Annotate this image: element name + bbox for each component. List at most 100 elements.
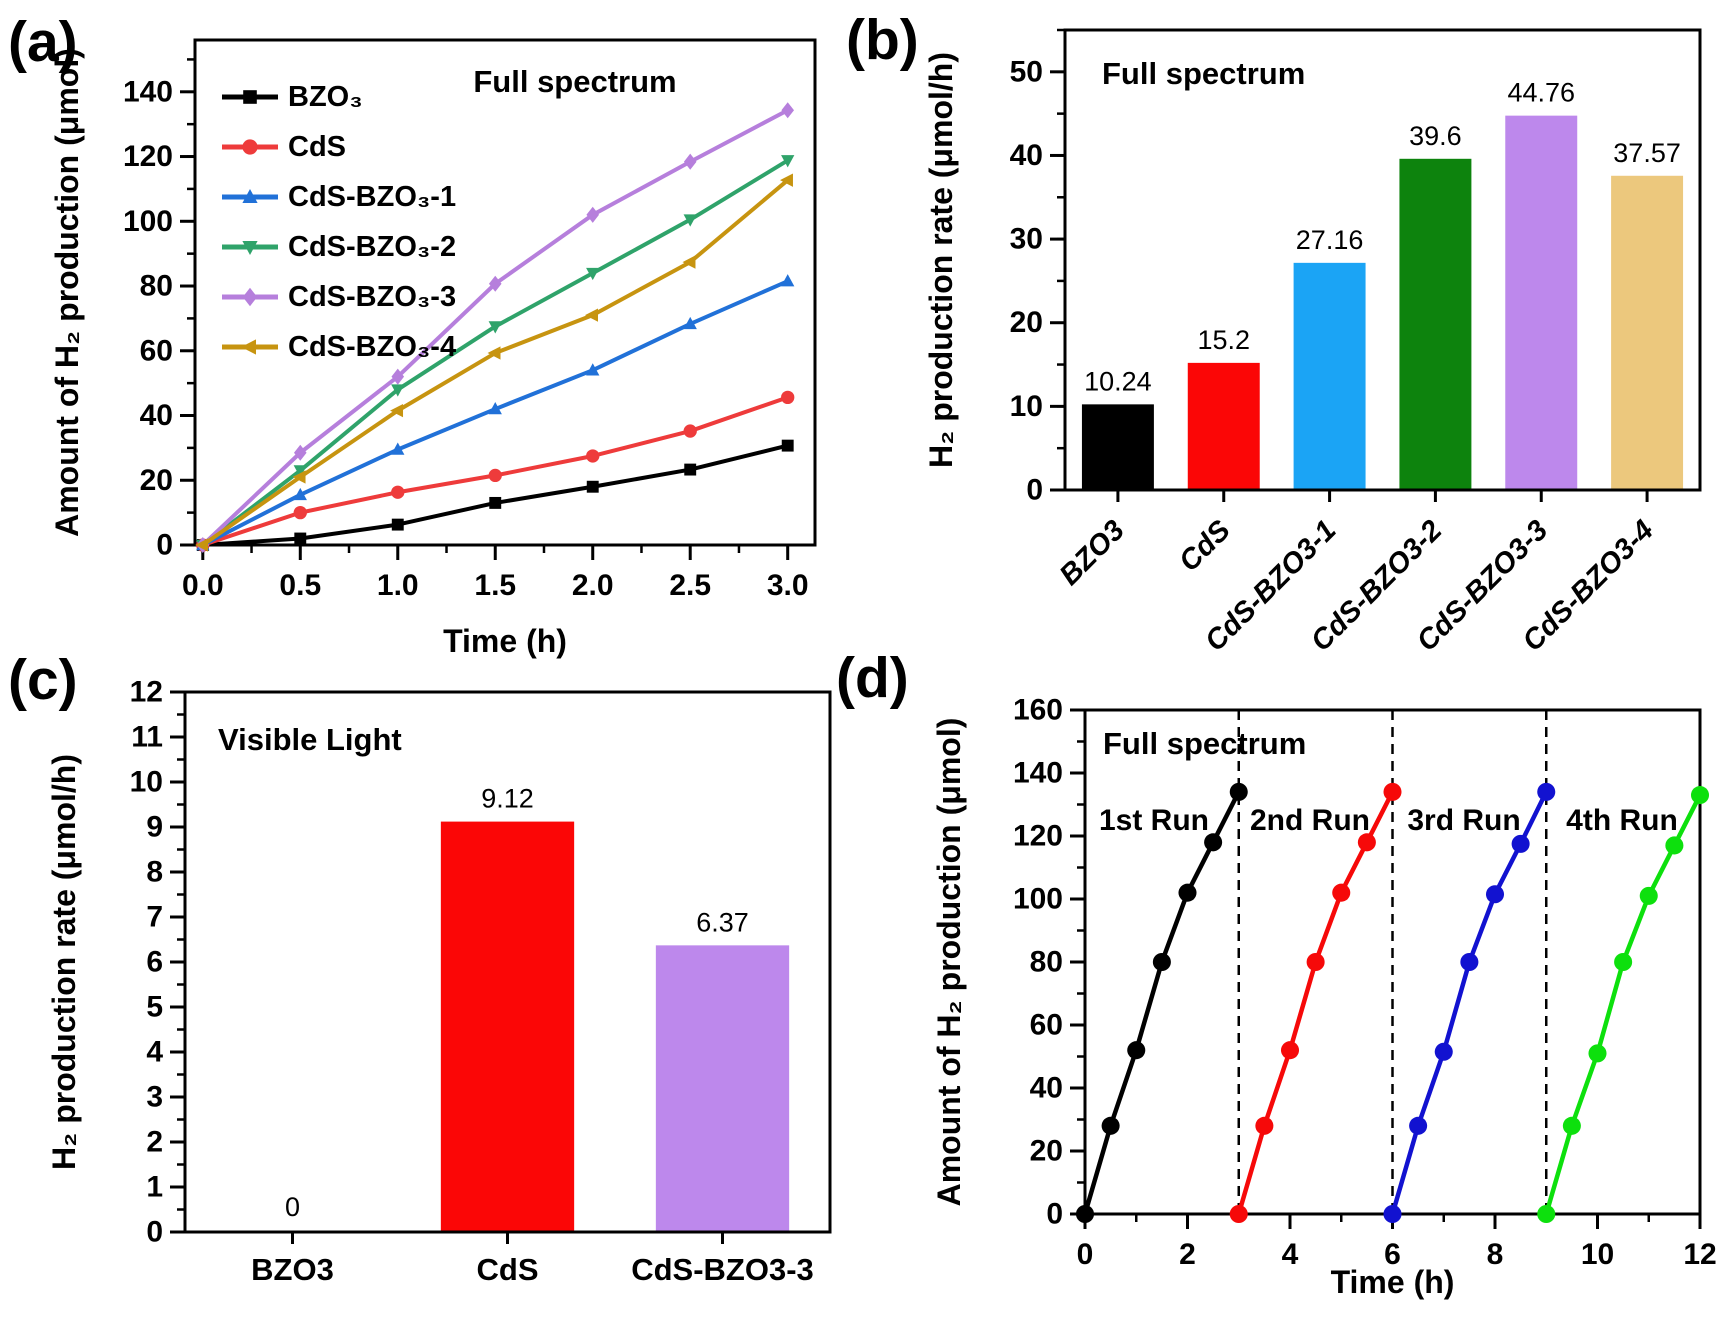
y-tick-label: 140: [123, 75, 173, 108]
bar-CdS-BZO3-4: [1611, 175, 1684, 490]
x-tick-label: 0.5: [279, 569, 321, 602]
y-tick-label: 8: [146, 856, 163, 889]
y-tick-label: 100: [1013, 883, 1063, 916]
legend-marker: [242, 241, 258, 255]
series-marker-4th Run: [1665, 836, 1684, 855]
series-marker-CdS-BZO₃-4: [682, 255, 696, 269]
legend-marker: [242, 287, 258, 307]
series-marker-CdS-BZO₃-3: [586, 206, 600, 223]
x-tick-label: 2.0: [572, 569, 614, 602]
series-marker-2nd Run: [1280, 1041, 1300, 1060]
series-line-2nd Run: [1236, 789, 1395, 1217]
series-marker-CdS-BZO₃-2: [683, 214, 697, 227]
series-marker-CdS-BZO₃-3: [781, 102, 795, 119]
series-marker-3rd Run: [1460, 952, 1479, 972]
series-marker-CdS-BZO₃-2: [488, 321, 502, 334]
bar-CdS-BZO3-3: [1505, 115, 1578, 490]
y-tick-label: 50: [1010, 55, 1043, 88]
y-tick-label: 40: [1010, 139, 1043, 172]
y-tick-label: 11: [131, 721, 163, 754]
y-tick-label: 9: [146, 811, 163, 844]
series-marker-CdS-BZO₃-3: [683, 153, 697, 170]
series-marker-CdS-BZO₃-1: [488, 402, 502, 415]
series-marker-2nd Run: [1332, 883, 1351, 902]
bar-CdS: [1187, 362, 1260, 490]
y-tick-label: 140: [1013, 757, 1063, 790]
series-marker-1st Run: [1229, 782, 1248, 801]
series-marker-CdS-BZO₃-4: [585, 308, 598, 322]
y-tick-label: 40: [140, 399, 173, 432]
y-tick-label: 80: [1030, 946, 1063, 979]
series-marker-CdS-BZO₃-1: [586, 363, 600, 376]
bar-CdS-BZO3-2: [1399, 158, 1472, 491]
series-marker-3rd Run: [1537, 782, 1556, 801]
legend-label: CdS: [288, 131, 346, 163]
series-marker-3rd Run: [1409, 1116, 1428, 1135]
plot-box: [1063, 28, 1702, 492]
legend-item-CdS: CdS: [222, 131, 346, 163]
y-tick-label: 40: [1030, 1072, 1063, 1105]
panel-letter-a: (a): [8, 10, 78, 74]
series-marker-2nd Run: [1306, 952, 1325, 972]
legend-label: CdS-BZO₃-2: [288, 231, 456, 263]
series-marker-CdS: [488, 468, 502, 483]
y-tick-label: 2: [146, 1126, 163, 1159]
y-tick-label: 100: [123, 205, 173, 238]
x-tick-label: 2.5: [669, 569, 711, 602]
x-tick-label: 0: [1077, 1238, 1094, 1271]
legend-item-CdS-BZO₃-2: CdS-BZO₃-2: [222, 231, 456, 263]
panel-letter-b: (b): [846, 8, 919, 72]
series-marker-CdS-BZO₃-4: [780, 173, 793, 187]
bar-value-label: 9.12: [481, 784, 534, 814]
series-marker-1st Run: [1152, 952, 1171, 972]
series-marker-CdS-BZO₃-1: [683, 316, 697, 330]
y-tick-label: 20: [1030, 1135, 1063, 1168]
annotation: Full spectrum: [1103, 726, 1306, 761]
series-marker-4th Run: [1588, 1044, 1607, 1063]
series-marker-CdS: [683, 424, 697, 438]
series-marker-CdS-BZO₃-2: [781, 155, 795, 168]
series-marker-BZO₃: [684, 463, 697, 476]
x-tick-label: 1.5: [474, 569, 516, 602]
x-tick-label: 10: [1581, 1238, 1614, 1271]
category-label: CdS: [477, 1252, 539, 1287]
panel-a-line-chart: 0 20 40 60 80 100 120 140 0.0 0.5 1.0 1.5 2.0 2.5 3.0 T…: [49, 38, 817, 659]
annotation: 3rd Run: [1407, 804, 1520, 837]
plot-box: [193, 38, 817, 547]
annotation: Visible Light: [218, 722, 402, 757]
legend-item-CdS-BZO₃-4: CdS-BZO₃-4: [222, 331, 456, 363]
series-marker-4th Run: [1690, 786, 1710, 805]
y-tick-label: 6: [146, 946, 163, 979]
legend-item-BZO₃: BZO₃: [222, 81, 363, 113]
x-axis-title: Time (h): [443, 623, 567, 659]
y-tick-label: 80: [140, 270, 173, 303]
series-marker-4th Run: [1537, 1204, 1556, 1224]
series-marker-CdS-BZO₃-3: [293, 444, 307, 461]
category-label: CdS: [1173, 514, 1237, 578]
y-tick-label: 20: [140, 464, 173, 497]
x-tick-label: 2: [1179, 1238, 1196, 1271]
series-marker-4th Run: [1562, 1116, 1581, 1135]
bar-BZO3: [1081, 404, 1154, 490]
x-tick-label: 0.0: [182, 569, 224, 602]
legend-item-CdS-BZO₃-1: CdS-BZO₃-1: [222, 181, 456, 213]
series-marker-1st Run: [1101, 1116, 1120, 1135]
bar-value-label: 10.24: [1084, 366, 1152, 396]
x-tick-label: 3.0: [767, 569, 809, 602]
series-marker-2nd Run: [1357, 833, 1376, 852]
y-tick-label: 120: [123, 140, 173, 173]
bar-value-label: 15.2: [1197, 325, 1250, 355]
y-tick-label: 0: [156, 529, 173, 562]
series-marker-BZO₃: [489, 496, 502, 509]
bar-value-label: 6.37: [696, 907, 749, 937]
panel-b-bar-chart: 10.24 15.2 27.16 39.6 44.76 37.57 0 10 20 30 40 50 H…: [923, 28, 1702, 658]
legend-marker: [241, 339, 256, 355]
series-marker-2nd Run: [1255, 1116, 1274, 1135]
series-marker-CdS-BZO₃-2: [586, 267, 600, 281]
legend-label: CdS-BZO₃-1: [288, 181, 456, 213]
series-marker-1st Run: [1204, 833, 1223, 852]
series-marker-CdS-BZO₃-4: [292, 470, 306, 484]
y-tick-label: 7: [146, 901, 163, 934]
